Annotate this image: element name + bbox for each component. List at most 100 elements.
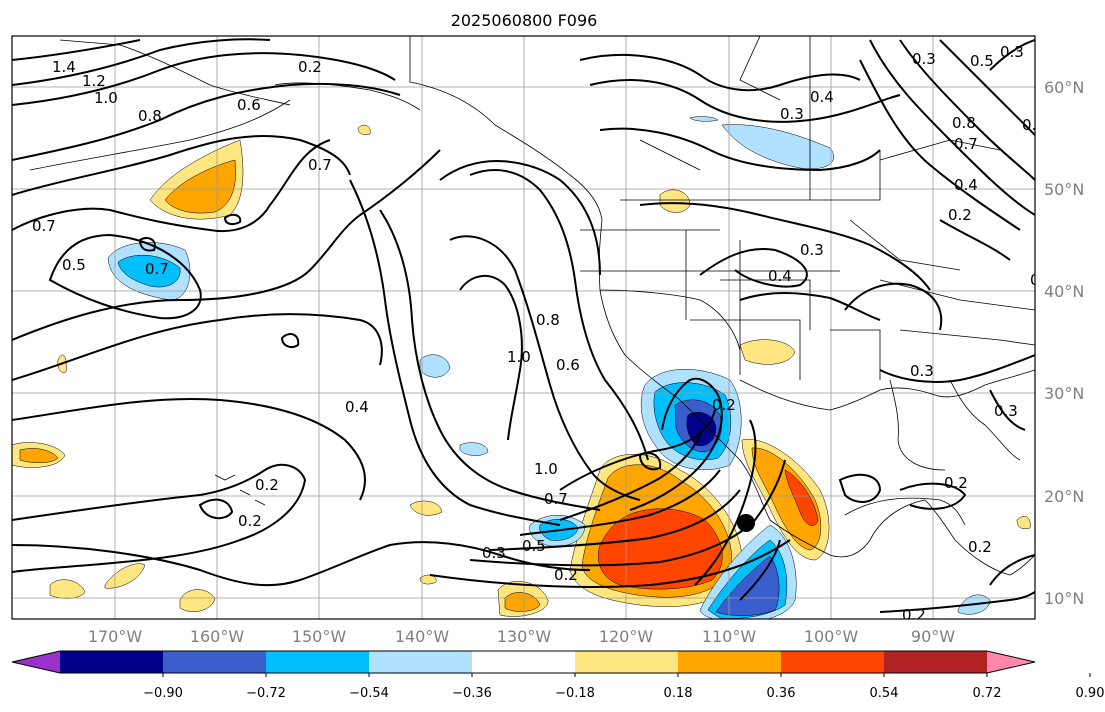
positive-anomaly-area xyxy=(504,592,541,612)
graticule xyxy=(12,36,1035,619)
negative-anomaly-area xyxy=(689,116,719,122)
colorbar-tick-label: −0.72 xyxy=(246,686,286,701)
positive-anomaly-area xyxy=(784,469,819,526)
contour-label: 1.0 xyxy=(507,348,531,366)
colorbar-tick-label: 0.18 xyxy=(664,686,693,701)
contour-label: 0.4 xyxy=(954,176,978,194)
positive-anomaly-area xyxy=(751,447,822,551)
colorbar-ticks: −0.90 −0.72 −0.54 −0.36 −0.18 0.18 0.36 0.54 0.7… xyxy=(143,673,1104,701)
contour-label: 0.7 xyxy=(544,490,568,508)
positive-anomaly-area xyxy=(409,500,443,516)
positive-anomaly-area xyxy=(659,189,691,213)
lon-tick-label: 140°W xyxy=(395,627,450,646)
contour-label: 0.3 xyxy=(910,362,934,380)
contour-label: 0.7 xyxy=(32,217,56,235)
contour-label: 0.3 xyxy=(912,50,936,68)
low-center-marker xyxy=(737,514,755,532)
contour-label: 0.2 xyxy=(968,538,992,556)
lon-tick-label: 90°W xyxy=(911,627,955,646)
contour-label: 0.8 xyxy=(536,311,560,329)
map-panel: 1.4 1.2 1.0 0.8 0.6 0.2 0.7 0.7 0.5 0.7 … xyxy=(12,36,1046,624)
colorbar-tick-label: −0.90 xyxy=(143,686,183,701)
contour-label: 0.2 xyxy=(238,512,262,530)
map-frame xyxy=(11,35,1036,620)
contour-label: 0.3 xyxy=(1000,43,1024,61)
colorbar-tick-label: 0.54 xyxy=(870,686,899,701)
contour-lines xyxy=(12,38,1035,613)
negative-anomaly-area xyxy=(419,354,451,378)
longitude-axis: 170°W 160°W 150°W 140°W 130°W 120°W 110°… xyxy=(88,627,955,646)
lat-tick-label: 20°N xyxy=(1044,487,1084,506)
colorbar-swatch xyxy=(678,651,782,673)
contour-labels: 1.4 1.2 1.0 0.8 0.6 0.2 0.7 0.7 0.5 0.7 … xyxy=(32,43,1046,624)
positive-anomaly-area xyxy=(597,508,723,590)
negative-anomaly-area xyxy=(715,555,780,616)
colorbar-swatch xyxy=(781,651,885,673)
lon-tick-label: 100°W xyxy=(804,627,859,646)
colorbar-tick-label: 0.72 xyxy=(973,686,1002,701)
contour-label: 0.2 xyxy=(902,606,926,624)
shaded-anomaly-layer xyxy=(12,116,1031,619)
colorbar-extend-high xyxy=(987,651,1035,673)
contour-label: 1.4 xyxy=(52,58,76,76)
positive-anomaly-area xyxy=(1016,516,1031,529)
colorbar-tick-label: 0.90 xyxy=(1076,686,1105,701)
colorbar-swatch xyxy=(575,651,679,673)
colorbar-outline xyxy=(11,650,1036,674)
contour-label: 0.2 xyxy=(948,206,972,224)
positive-anomaly-area xyxy=(164,159,236,214)
contour-label: 0.5 xyxy=(62,256,86,274)
lat-tick-label: 40°N xyxy=(1044,282,1084,301)
map-title: 2025060800 F096 xyxy=(451,11,598,30)
contour-label: 0.2 xyxy=(255,476,279,494)
contour-label: 0.2 xyxy=(554,566,578,584)
lon-tick-label: 160°W xyxy=(190,627,245,646)
contour-label: 0.3 xyxy=(482,544,506,562)
colorbar-extend-low xyxy=(12,651,60,673)
lon-tick-label: 150°W xyxy=(292,627,347,646)
positive-anomaly-area xyxy=(739,339,796,365)
contour-label: 0.6 xyxy=(237,96,261,114)
colorbar-swatch xyxy=(60,651,164,673)
contour-label: 0.7 xyxy=(145,260,169,278)
positive-anomaly-area xyxy=(357,124,371,135)
lat-tick-label: 10°N xyxy=(1044,589,1084,608)
colorbar-tick-label: −0.36 xyxy=(452,686,492,701)
contour-label: 0.4 xyxy=(810,88,834,106)
contour-label: 0.5 xyxy=(522,537,546,555)
contour-label: 0.2 xyxy=(712,396,736,414)
colorbar-swatch xyxy=(163,651,267,673)
lat-tick-label: 50°N xyxy=(1044,180,1084,199)
negative-anomaly-area xyxy=(117,255,181,288)
contour-label: 0.2 xyxy=(298,58,322,76)
negative-anomaly-area xyxy=(721,124,834,170)
contour-label: 0.7 xyxy=(308,156,332,174)
positive-anomaly-area xyxy=(19,448,59,463)
contour-label: 0.2 xyxy=(944,474,968,492)
colorbar-tick-label: −0.18 xyxy=(555,686,595,701)
contour-label: 0.4 xyxy=(768,267,792,285)
positive-anomaly-area xyxy=(49,579,86,599)
contour-label: 0.4 xyxy=(345,398,369,416)
contour-label: 0.3 xyxy=(800,241,824,259)
contour-label: 0.5 xyxy=(970,52,994,70)
contour-label: 0.3 xyxy=(780,105,804,123)
lon-tick-label: 170°W xyxy=(88,627,143,646)
lon-tick-label: 130°W xyxy=(497,627,552,646)
colorbar-swatch xyxy=(884,651,988,673)
contour-label: 1.2 xyxy=(82,72,106,90)
contour-label: 0.6 xyxy=(556,356,580,374)
colorbar xyxy=(11,650,1036,674)
colorbar-tick-label: −0.54 xyxy=(349,686,389,701)
contour-label: 0.1 xyxy=(1022,116,1046,134)
contour-label: 0.7 xyxy=(954,135,978,153)
lon-tick-label: 110°W xyxy=(702,627,757,646)
lon-tick-label: 120°W xyxy=(599,627,654,646)
contour-label: 0.8 xyxy=(952,114,976,132)
negative-anomaly-area xyxy=(459,442,489,456)
contour-label: 0.8 xyxy=(138,107,162,125)
colorbar-tick-label: 0.36 xyxy=(767,686,796,701)
lat-tick-label: 30°N xyxy=(1044,384,1084,403)
lat-tick-label: 60°N xyxy=(1044,78,1084,97)
